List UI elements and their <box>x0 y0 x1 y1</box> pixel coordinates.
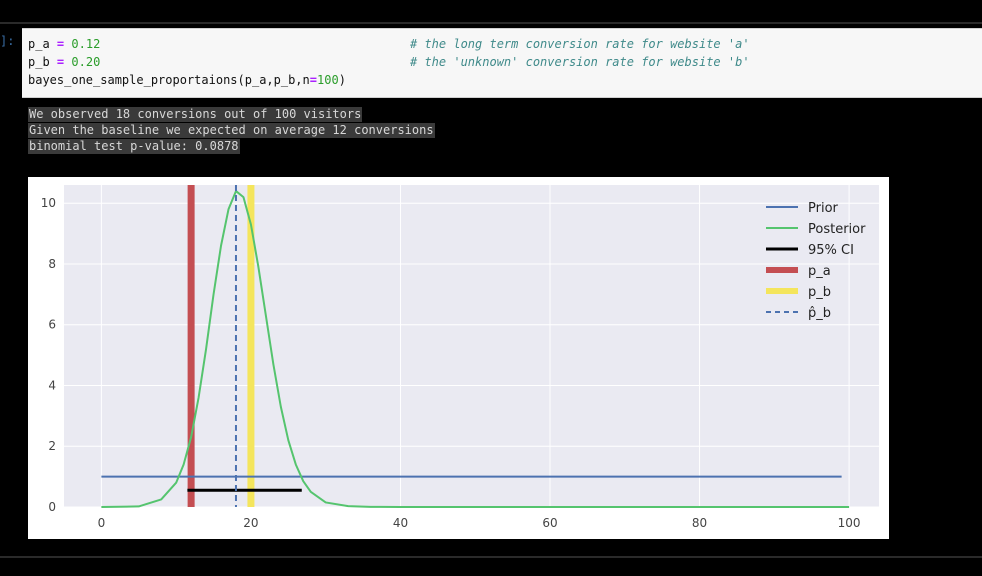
code-call: bayes_one_sample_proportaions(p_a,p_b,n <box>28 73 310 87</box>
code-var-pb: p_b <box>28 55 50 69</box>
x-tick-label: 60 <box>542 516 557 530</box>
code-comment-2: # the 'unknown' conversion rate for webs… <box>410 55 750 69</box>
code-op: = <box>56 55 65 69</box>
y-tick-label: 8 <box>48 257 56 271</box>
code-line-3: bayes_one_sample_proportaions(p_a,p_b,n=… <box>28 73 346 87</box>
x-tick-label: 40 <box>393 516 408 530</box>
code-op: = <box>56 37 65 51</box>
code-cell[interactable]: p_a = 0.12 # the long term conversion ra… <box>22 28 982 98</box>
code-num: 100 <box>317 73 339 87</box>
legend-posterior-label: Posterior <box>808 222 866 237</box>
y-tick-label: 10 <box>41 196 56 210</box>
legend-p-hat-b-label: p̂_b <box>808 306 831 321</box>
x-tick-label: 100 <box>838 516 861 530</box>
legend-ci-label: 95% CI <box>808 243 854 258</box>
code-num: 0.12 <box>71 37 101 51</box>
code-op: = <box>309 73 317 87</box>
y-tick-label: 2 <box>48 439 56 453</box>
code-comment-1: # the long term conversion rate for webs… <box>410 37 750 51</box>
posterior-line <box>101 190 850 508</box>
y-tick-label: 0 <box>48 500 56 514</box>
legend-p-b-label: p_b <box>808 285 831 300</box>
x-tick-label: 80 <box>692 516 707 530</box>
y-tick-label: 4 <box>48 378 56 392</box>
legend-prior-label: Prior <box>808 201 839 216</box>
code-paren: ) <box>338 73 346 87</box>
plot-area <box>64 185 879 507</box>
y-tick-label: 6 <box>48 318 56 332</box>
x-tick-label: 0 <box>98 516 106 530</box>
plot-output: 0 20 40 60 80 100 0 2 4 6 8 10 Prior Posterior 95% CI p… <box>28 177 889 539</box>
code-num: 0.20 <box>71 55 101 69</box>
legend-p-a-label: p_a <box>808 264 831 279</box>
top-divider <box>0 22 982 24</box>
code-line-2: p_b = 0.20 <box>28 55 100 69</box>
code-line-1: p_a = 0.12 <box>28 37 100 51</box>
x-tick-label: 20 <box>243 516 258 530</box>
output-line-2: Given the baseline we expected on averag… <box>28 123 435 138</box>
bottom-divider <box>0 556 982 558</box>
output-line-1: We observed 18 conversions out of 100 vi… <box>28 107 363 122</box>
code-var-pa: p_a <box>28 37 50 51</box>
output-line-3: binomial test p-value: 0.0878 <box>28 139 240 154</box>
posterior-chart: 0 20 40 60 80 100 0 2 4 6 8 10 Prior Posterior 95% CI p… <box>41 185 879 530</box>
cell-prompt: ]: <box>0 34 15 48</box>
